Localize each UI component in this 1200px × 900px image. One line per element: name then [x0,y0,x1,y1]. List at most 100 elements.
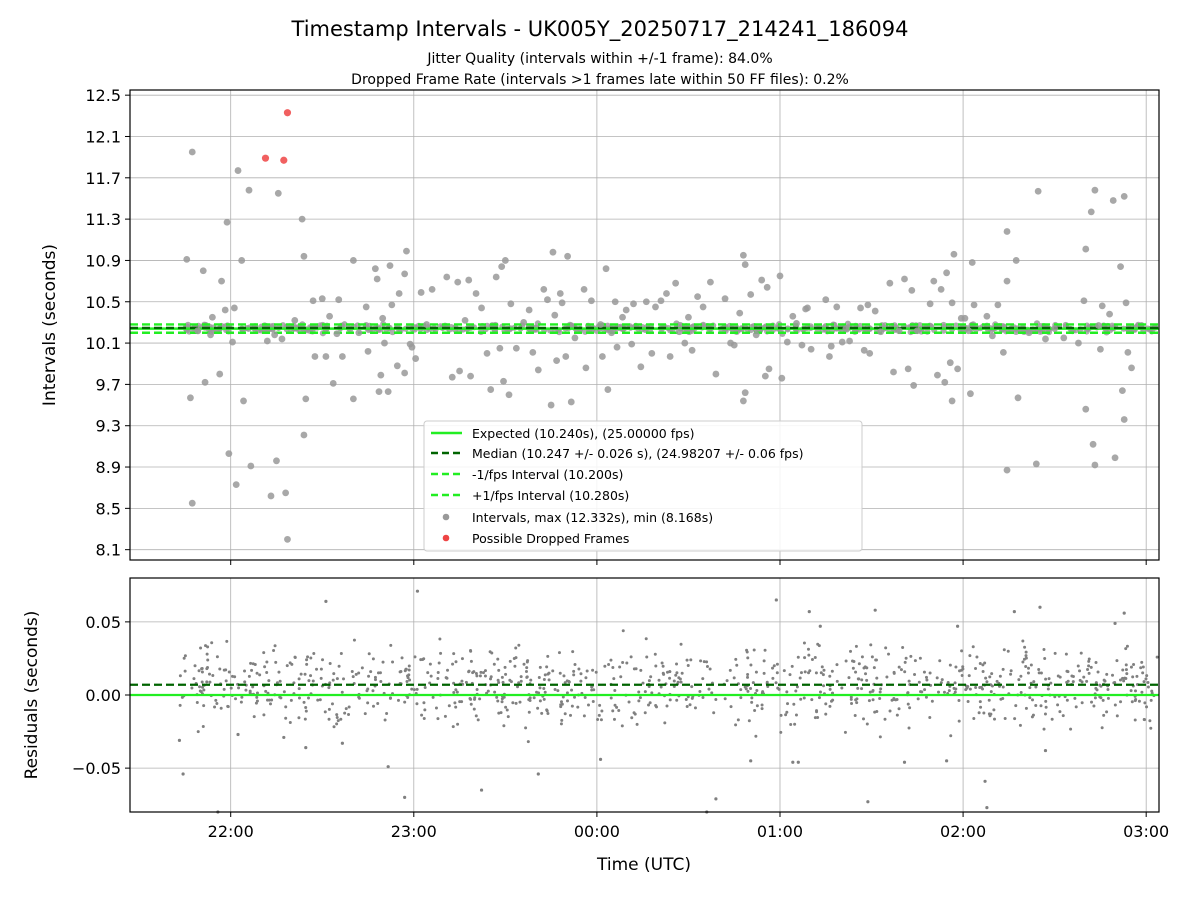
residual-point [337,664,341,668]
residual-point [215,701,219,705]
residual-point [953,690,957,694]
residual-point [820,665,824,669]
interval-point [864,301,872,309]
residual-point [621,629,625,633]
residual-point [499,711,503,715]
residual-point [648,701,652,705]
residual-point [750,696,754,700]
residual-point [928,716,932,720]
residual-point [1085,679,1089,683]
residual-point [920,690,924,694]
interval-point [950,250,958,258]
residual-point [860,655,864,659]
residual-point [496,678,500,682]
residual-point [989,690,993,694]
interval-point [401,369,409,377]
interval-point [961,314,969,322]
residual-point [309,656,313,660]
residual-point [1023,645,1027,649]
interval-point [1089,440,1097,448]
residual-point [1132,663,1136,667]
interval-point [946,359,954,367]
residual-point [305,658,309,662]
interval-point [941,378,949,386]
residual-point [865,722,869,726]
residual-point [1115,659,1119,663]
interval-point [496,344,504,352]
residual-point [284,705,288,709]
residual-point [749,663,753,667]
residual-point [307,679,311,683]
residual-point [272,649,276,653]
residual-point [340,741,344,745]
residual-point [984,676,988,680]
residual-point [734,723,738,727]
residual-point [1140,690,1144,694]
bottom-y-ticks: −0.05 0.00 0.05 [72,613,130,778]
residual-point [857,662,861,666]
interval-point [379,314,387,322]
residual-point [229,686,233,690]
interval-point [187,394,194,402]
residual-point [344,707,348,711]
residual-point [945,759,949,763]
residual-point [1043,712,1047,716]
residual-point [381,660,385,664]
residual-point [680,671,684,675]
residual-point [559,722,563,726]
residual-point [866,800,870,804]
residual-point [525,666,529,670]
residual-point [267,679,271,683]
residual-point [1024,706,1028,710]
residual-point [629,655,633,659]
residual-point [369,670,373,674]
residual-point [1145,674,1149,678]
residual-point [612,717,616,721]
interval-point [999,348,1007,356]
interval-point [793,320,800,327]
residual-point [916,697,920,701]
residual-point [872,666,876,670]
residual-point [760,707,764,711]
interval-point [666,353,674,360]
interval-point [230,304,238,312]
residual-point [1142,680,1146,684]
residual-point [1021,639,1025,643]
residual-point [553,688,557,692]
residual-point [755,704,759,708]
residual-point [584,676,588,680]
residual-point [1122,679,1126,683]
residual-point [853,713,857,717]
residual-point [490,651,494,655]
residual-point [517,643,521,647]
residual-point [746,675,750,679]
residual-point [1102,713,1106,717]
residual-point [277,670,281,674]
interval-point [597,321,604,328]
interval-point [225,450,233,458]
residual-point [428,662,432,666]
residual-point [224,679,228,683]
residual-point [607,663,611,667]
residual-point [967,674,971,678]
interval-point [417,289,425,296]
interval-point [908,286,916,294]
residual-point [668,698,672,702]
interval-point [588,297,595,305]
residual-point [603,664,607,668]
residual-point [785,690,789,694]
x-axis-label: Time (UTC) [596,855,691,875]
top-y-tick-label: 10.9 [85,251,121,270]
residual-point [1094,686,1098,690]
residual-point [559,703,563,707]
residual-point [1069,727,1073,731]
residual-point [526,740,530,744]
residual-point [1143,701,1147,705]
residual-point [460,679,464,683]
residual-point [947,689,951,693]
interval-point [364,347,372,355]
residual-point [255,671,259,675]
residual-point [208,672,212,676]
residual-point [776,686,780,690]
interval-point [201,378,209,386]
